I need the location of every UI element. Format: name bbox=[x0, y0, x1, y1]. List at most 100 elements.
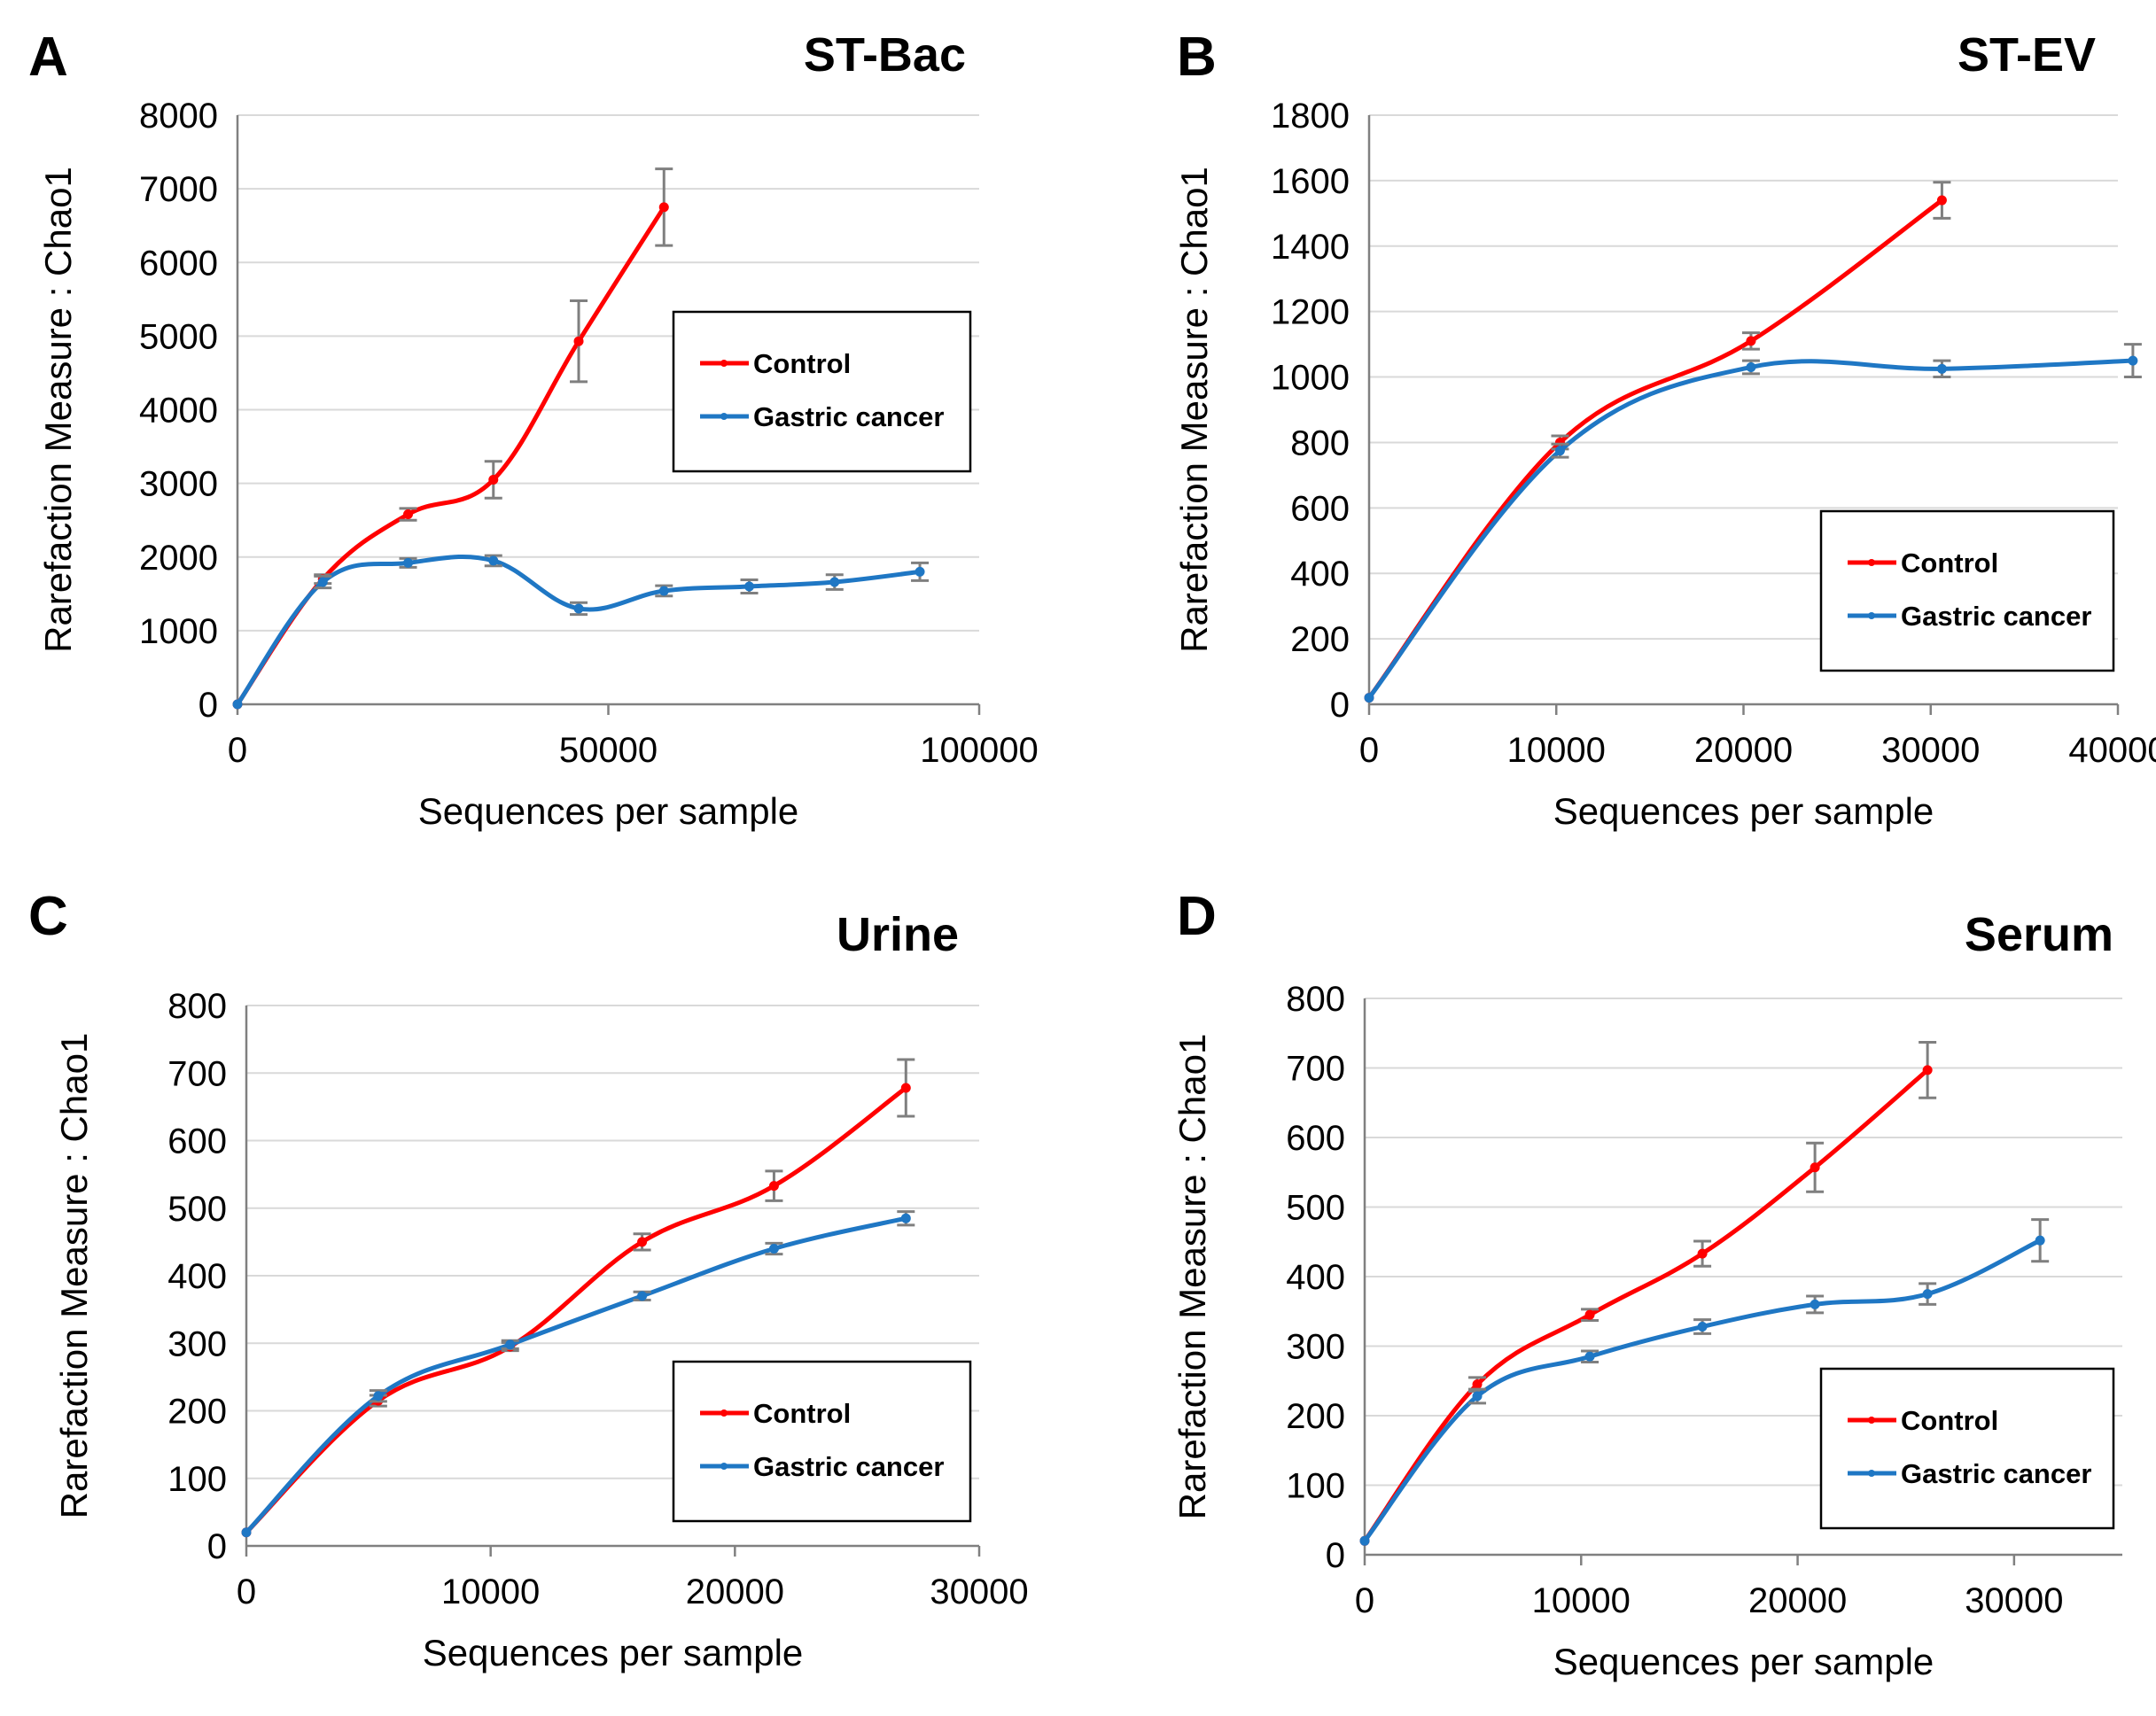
y-tick-label: 500 bbox=[1286, 1189, 1345, 1228]
data-point bbox=[232, 699, 243, 710]
legend-marker bbox=[720, 1463, 728, 1470]
y-tick-label: 0 bbox=[1326, 1536, 1345, 1575]
legend-marker bbox=[1868, 612, 1875, 619]
y-tick-label: 8000 bbox=[139, 97, 218, 136]
y-tick-label: 400 bbox=[1286, 1258, 1345, 1297]
y-tick-label: 1600 bbox=[1271, 162, 1350, 201]
series-gastric-cancer bbox=[1364, 343, 2142, 703]
legend-box bbox=[672, 1360, 972, 1523]
legend: Control Gastric cancer bbox=[1819, 1367, 2115, 1530]
chart-title: Urine bbox=[837, 908, 959, 961]
y-axis-label: Rarefaction Measure : Chao1 bbox=[53, 1033, 95, 1519]
x-tick-label: 0 bbox=[237, 1572, 256, 1611]
data-point bbox=[900, 1213, 911, 1223]
data-point bbox=[1936, 363, 1947, 374]
panel-b: B ST-EV 0 200 400 600 800 1000 1200 1400 1600 1800 0… bbox=[1173, 27, 2156, 832]
y-tick-label: 800 bbox=[167, 987, 227, 1026]
data-point bbox=[637, 1237, 648, 1247]
data-point bbox=[1746, 336, 1756, 346]
x-tick-label: 30000 bbox=[1881, 731, 1980, 770]
series-line bbox=[1366, 358, 2136, 701]
data-point bbox=[829, 577, 840, 587]
panel-c: C Urine 0 100 200 300 400 500 600 700 800 0 10000 200… bbox=[28, 886, 1029, 1673]
series-gastric-cancer bbox=[241, 1210, 915, 1538]
y-tick-label: 0 bbox=[207, 1527, 227, 1566]
data-point bbox=[1810, 1162, 1820, 1173]
data-point bbox=[1472, 1379, 1483, 1390]
data-point bbox=[1554, 446, 1565, 456]
y-tick-label: 5000 bbox=[139, 317, 218, 356]
y-tick-label: 0 bbox=[198, 686, 218, 725]
legend-marker bbox=[1868, 1417, 1875, 1424]
legend-label: Gastric cancer bbox=[753, 401, 944, 432]
data-point bbox=[900, 1083, 911, 1093]
data-point bbox=[1922, 1065, 1933, 1075]
x-tick-label: 0 bbox=[1355, 1581, 1374, 1620]
data-point bbox=[744, 581, 755, 592]
legend-marker bbox=[720, 413, 728, 420]
legend: Control Gastric cancer bbox=[672, 310, 972, 473]
y-tick-label: 1400 bbox=[1271, 228, 1350, 267]
x-tick-label: 0 bbox=[1359, 731, 1379, 770]
chart-title: Serum bbox=[1965, 908, 2113, 961]
data-point bbox=[1359, 1535, 1370, 1546]
y-tick-label: 400 bbox=[1290, 555, 1350, 594]
data-point bbox=[373, 1391, 384, 1402]
data-point bbox=[403, 509, 414, 520]
y-tick-label: 600 bbox=[1286, 1119, 1345, 1158]
y-axis-label: Rarefaction Measure : Chao1 bbox=[1173, 167, 1215, 653]
panel-letter: B bbox=[1177, 27, 1217, 88]
legend-label: Gastric cancer bbox=[1901, 1458, 2091, 1489]
y-tick-label: 4000 bbox=[139, 392, 218, 431]
y-tick-label: 2000 bbox=[139, 539, 218, 578]
legend-label: Gastric cancer bbox=[753, 1451, 944, 1482]
x-axis-label: Sequences per sample bbox=[1553, 1641, 1934, 1682]
y-tick-label: 3000 bbox=[139, 465, 218, 504]
x-axis-label: Sequences per sample bbox=[423, 1632, 804, 1673]
panel-a: A ST-Bac 0 1000 2000 3000 4000 5000 6000 7000 8000… bbox=[28, 27, 1039, 832]
series-control bbox=[241, 1058, 915, 1538]
data-point bbox=[1584, 1309, 1595, 1320]
series-line bbox=[244, 1215, 908, 1535]
legend: Control Gastric cancer bbox=[672, 1360, 972, 1523]
x-tick-label: 100000 bbox=[920, 731, 1038, 770]
y-tick-label: 200 bbox=[167, 1393, 227, 1432]
y-tick-label: 100 bbox=[1286, 1467, 1345, 1506]
panel-letter: A bbox=[28, 27, 68, 88]
series-line bbox=[235, 205, 666, 707]
y-tick-label: 800 bbox=[1290, 423, 1350, 462]
chart-title: ST-EV bbox=[1958, 28, 2096, 82]
x-tick-label: 30000 bbox=[1965, 1581, 2063, 1620]
x-tick-label: 10000 bbox=[1507, 731, 1606, 770]
series-gastric-cancer bbox=[232, 554, 930, 710]
chart-title: ST-Bac bbox=[804, 28, 966, 82]
y-tick-label: 400 bbox=[167, 1257, 227, 1296]
y-axis-label: Rarefaction Measure : Chao1 bbox=[37, 167, 79, 653]
data-point bbox=[573, 603, 584, 614]
legend-box bbox=[1819, 1367, 2115, 1530]
y-tick-label: 300 bbox=[167, 1324, 227, 1363]
y-tick-label: 300 bbox=[1286, 1328, 1345, 1367]
data-point bbox=[488, 474, 499, 485]
series-line bbox=[244, 1085, 908, 1535]
data-point bbox=[915, 566, 925, 577]
legend-marker bbox=[720, 1409, 728, 1417]
x-tick-label: 20000 bbox=[686, 1572, 784, 1611]
y-tick-label: 0 bbox=[1330, 686, 1350, 725]
series-control bbox=[232, 167, 673, 710]
legend-marker bbox=[1868, 559, 1875, 566]
y-tick-label: 1200 bbox=[1271, 293, 1350, 332]
legend-label: Control bbox=[753, 348, 851, 379]
x-tick-label: 30000 bbox=[930, 1572, 1028, 1611]
data-point bbox=[658, 202, 669, 213]
y-tick-label: 700 bbox=[1286, 1050, 1345, 1089]
data-point bbox=[1697, 1248, 1708, 1259]
data-point bbox=[1810, 1299, 1820, 1309]
legend: Control Gastric cancer bbox=[1819, 509, 2115, 672]
series-gastric-cancer bbox=[1359, 1218, 2050, 1546]
data-point bbox=[1584, 1351, 1595, 1362]
y-tick-label: 200 bbox=[1290, 620, 1350, 659]
data-point bbox=[1364, 693, 1374, 703]
data-point bbox=[2128, 355, 2138, 366]
